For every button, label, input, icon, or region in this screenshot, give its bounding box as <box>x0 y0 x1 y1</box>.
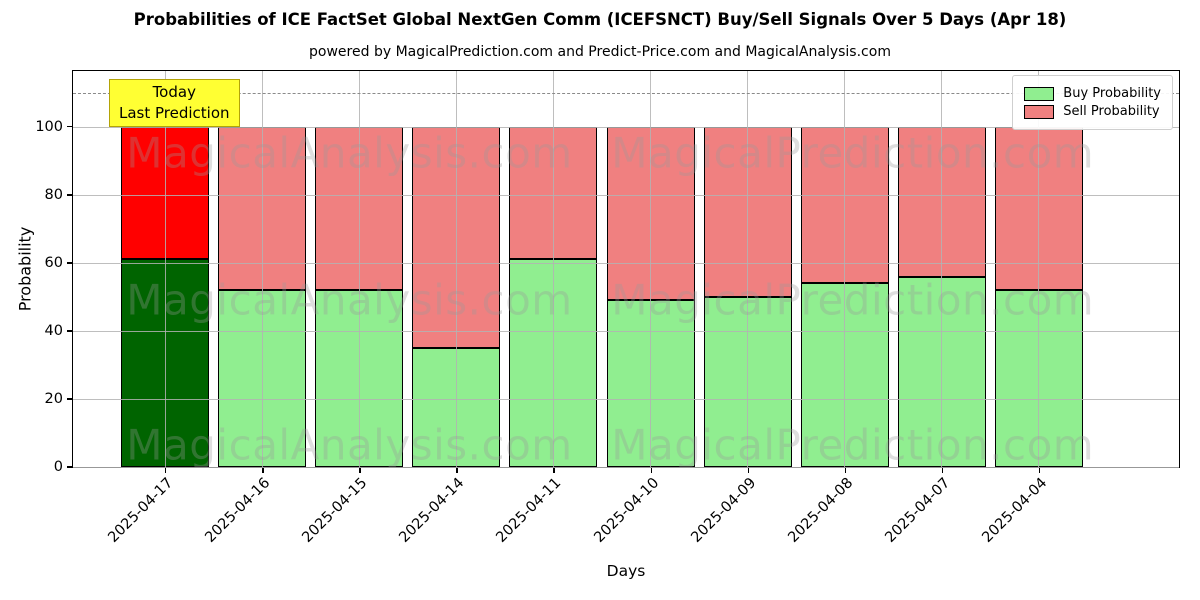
vgridline <box>261 71 263 467</box>
x-tick-label: 2025-04-07 <box>882 475 954 546</box>
y-tick-label: 80 <box>44 186 63 203</box>
vgridline <box>941 71 943 467</box>
y-tick-label: 20 <box>44 390 63 407</box>
legend-label: Buy Probability <box>1063 86 1161 101</box>
x-tick-label: 2025-04-04 <box>979 475 1051 546</box>
x-tick-mark <box>553 467 555 473</box>
vgridline <box>650 71 652 467</box>
y-axis-label: Probability <box>15 226 35 312</box>
y-tick-label: 40 <box>44 322 63 339</box>
x-tick-mark <box>165 467 167 473</box>
hgridline-40 <box>73 330 1179 332</box>
hgridline-80 <box>73 194 1179 196</box>
x-tick-mark <box>262 467 264 473</box>
y-tick-mark <box>67 466 73 468</box>
vgridline <box>455 71 457 467</box>
y-tick-mark <box>67 194 73 196</box>
bar-group-2025-04-09: 2025-04-09 <box>688 71 792 546</box>
x-tick-label: 2025-04-10 <box>590 475 662 546</box>
vgridline <box>844 71 846 467</box>
legend-swatch <box>1024 104 1055 119</box>
vgridline <box>1038 71 1040 467</box>
vgridline <box>552 71 554 467</box>
x-tick-mark <box>1038 467 1041 473</box>
hgridline-100 <box>73 126 1179 128</box>
plot-area: 2025-04-17 2025-04-16 2025-04-15 2025-04-14… <box>35 70 1180 546</box>
vgridline <box>747 71 749 467</box>
x-tick-label: 2025-04-08 <box>785 475 857 546</box>
bar-group-2025-04-04: 2025-04-04 <box>979 71 1083 546</box>
bar-group-2025-04-14: 2025-04-14 <box>397 71 501 546</box>
bar-group-2025-04-11: 2025-04-11 <box>494 71 598 546</box>
y-tick-label: 0 <box>53 459 63 475</box>
bar-group-2025-04-17: 2025-04-17 <box>105 71 210 546</box>
bar-group-2025-04-08: 2025-04-08 <box>785 71 889 546</box>
watermark-text: MagicalAnalysis.com <box>126 420 573 470</box>
chart-title: Probabilities of ICE FactSet Global Next… <box>133 10 1067 29</box>
dashed-threshold-line <box>73 92 1179 94</box>
bar-group-2025-04-07: 2025-04-07 <box>882 71 986 546</box>
legend-label: Sell Probability <box>1063 104 1160 119</box>
y-tick-label: 60 <box>44 254 63 271</box>
annotation-today-box: Today Last Prediction <box>109 79 240 127</box>
y-tick-mark <box>67 126 73 128</box>
x-tick-mark <box>747 467 750 473</box>
chart-subtitle: powered by MagicalPrediction.com and Pre… <box>309 44 891 60</box>
vgridline <box>164 71 166 467</box>
x-tick-label: 2025-04-14 <box>396 475 468 546</box>
x-tick-mark <box>650 467 652 473</box>
y-tick-label: 100 <box>35 118 63 135</box>
hgridline-60 <box>73 262 1179 264</box>
bar-group-2025-04-15: 2025-04-15 <box>300 71 404 546</box>
annotation-line-2: Last Prediction <box>119 104 230 122</box>
y-tick-mark <box>67 330 73 332</box>
x-axis-label: Days <box>606 562 646 580</box>
bar-group-2025-04-10: 2025-04-10 <box>591 71 695 546</box>
watermark-text: MagicalPrediction.com <box>611 420 1095 470</box>
x-tick-mark <box>359 467 361 473</box>
watermark-text: MagicalAnalysis.com <box>126 128 573 178</box>
legend-swatch <box>1024 86 1055 101</box>
x-tick-mark <box>941 467 944 473</box>
annotation-line-1: Today <box>152 83 196 101</box>
vgridline <box>358 71 360 467</box>
x-tick-mark <box>844 467 847 473</box>
x-tick-label: 2025-04-15 <box>299 475 371 546</box>
y-tick-mark <box>67 262 73 264</box>
watermark-text: MagicalAnalysis.com <box>126 275 573 325</box>
y-tick-mark <box>67 398 73 400</box>
x-tick-label: 2025-04-11 <box>493 475 565 546</box>
hgridline-0 <box>73 467 1179 468</box>
x-tick-label: 2025-04-17 <box>105 475 177 546</box>
x-tick-label: 2025-04-16 <box>202 475 274 546</box>
x-tick-label: 2025-04-09 <box>688 475 759 546</box>
legend-item: Sell Probability <box>1024 104 1161 119</box>
legend-item: Buy Probability <box>1024 86 1161 101</box>
x-tick-mark <box>456 467 458 473</box>
hgridline-20 <box>73 398 1179 400</box>
watermark-text: MagicalPrediction.com <box>611 275 1095 325</box>
legend: Buy Probability Sell Probability <box>1012 75 1173 130</box>
watermark-text: MagicalPrediction.com <box>611 128 1095 178</box>
